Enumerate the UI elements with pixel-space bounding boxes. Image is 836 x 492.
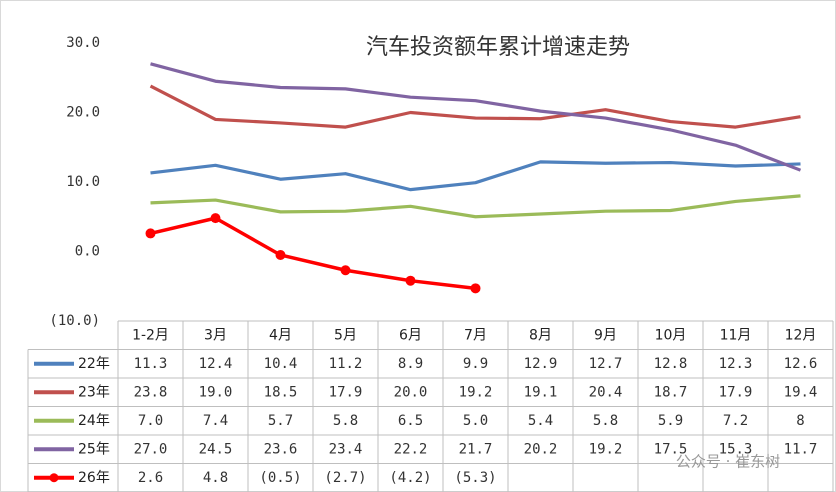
y-tick-label: (10.0) (49, 313, 100, 329)
point (145, 228, 156, 239)
data-label: 12.4 (199, 356, 233, 372)
data-label: 22.2 (394, 441, 428, 457)
data-label: 24.5 (199, 441, 233, 457)
x-tick-label: 8月 (529, 327, 552, 343)
data-label: 5.9 (658, 413, 683, 429)
legend-label: 23年 (78, 384, 110, 400)
y-tick-label: 10.0 (66, 174, 100, 190)
data-label: (2.7) (324, 470, 366, 486)
data-label: 17.5 (654, 441, 688, 457)
data-label: 11.7 (784, 441, 818, 457)
point (340, 265, 351, 276)
data-label: 5.0 (463, 413, 488, 429)
x-tick-label: 3月 (204, 327, 227, 343)
data-label: 17.9 (719, 384, 753, 400)
point (275, 249, 286, 260)
data-label: 23.6 (264, 441, 298, 457)
data-label: 6.5 (398, 413, 423, 429)
x-tick-label: 4月 (269, 327, 292, 343)
point (210, 213, 221, 224)
legend-label: 22年 (78, 356, 110, 372)
data-label: 20.0 (394, 384, 428, 400)
data-label: 21.7 (459, 441, 493, 457)
watermark: 公众号 · 崔东树 (676, 453, 780, 471)
legend-label: 25年 (78, 441, 110, 457)
data-label: 9.9 (463, 356, 488, 372)
data-label: 11.2 (329, 356, 363, 372)
x-tick-label: 12月 (785, 327, 817, 343)
data-label: 7.2 (723, 413, 748, 429)
data-label: 20.2 (524, 441, 558, 457)
x-tick-label: 7月 (464, 327, 487, 343)
series-line (150, 62, 802, 172)
data-label: 7.4 (203, 413, 228, 429)
x-tick-label: 11月 (720, 327, 752, 343)
data-label: 5.4 (528, 413, 553, 429)
data-label: 7.0 (138, 413, 163, 429)
data-label: 15.3 (719, 441, 753, 457)
data-label: 20.4 (589, 384, 623, 400)
data-label: 12.6 (784, 356, 818, 372)
data-label: 8.9 (398, 356, 423, 372)
x-tick-label: 10月 (655, 327, 687, 343)
data-label: (0.5) (259, 470, 301, 486)
data-label: 19.1 (524, 384, 558, 400)
y-tick-label: 20.0 (66, 105, 100, 121)
data-label: 19.2 (589, 441, 623, 457)
series-line (150, 216, 476, 291)
data-label: 2.6 (138, 470, 163, 486)
series-line (150, 160, 801, 192)
series-line (150, 194, 801, 219)
data-label: 27.0 (134, 441, 168, 457)
data-label: 5.7 (268, 413, 293, 429)
point (405, 275, 416, 286)
data-label: 19.0 (199, 384, 233, 400)
data-label: 5.8 (333, 413, 358, 429)
y-tick-label: 30.0 (66, 35, 100, 51)
data-label: 23.4 (329, 441, 363, 457)
data-label: 19.2 (459, 384, 493, 400)
data-label: 12.3 (719, 356, 753, 372)
x-tick-label: 9月 (594, 327, 617, 343)
data-label: 12.7 (589, 356, 623, 372)
data-label: 18.7 (654, 384, 688, 400)
data-label: 19.4 (784, 384, 818, 400)
series-line (149, 84, 801, 129)
data-label: 5.8 (593, 413, 618, 429)
chart-title: 汽车投资额年累计增速走势 (366, 35, 630, 60)
data-label: 18.5 (264, 384, 298, 400)
legend-marker (49, 473, 59, 483)
data-label: (5.3) (454, 470, 496, 486)
x-tick-label: 5月 (334, 327, 357, 343)
x-tick-label: 1-2月 (132, 327, 169, 343)
legend-label: 24年 (78, 413, 110, 429)
data-label: (4.2) (389, 470, 431, 486)
data-label: 11.3 (134, 356, 168, 372)
data-label: 4.8 (203, 470, 228, 486)
data-label: 17.9 (329, 384, 363, 400)
legend-label: 26年 (78, 470, 110, 486)
data-label: 8 (796, 413, 804, 429)
data-label: 10.4 (264, 356, 298, 372)
y-tick-label: 0.0 (75, 244, 100, 260)
x-tick-label: 6月 (399, 327, 422, 343)
data-label: 23.8 (134, 384, 168, 400)
point (470, 283, 481, 294)
data-label: 12.8 (654, 356, 688, 372)
data-label: 12.9 (524, 356, 558, 372)
